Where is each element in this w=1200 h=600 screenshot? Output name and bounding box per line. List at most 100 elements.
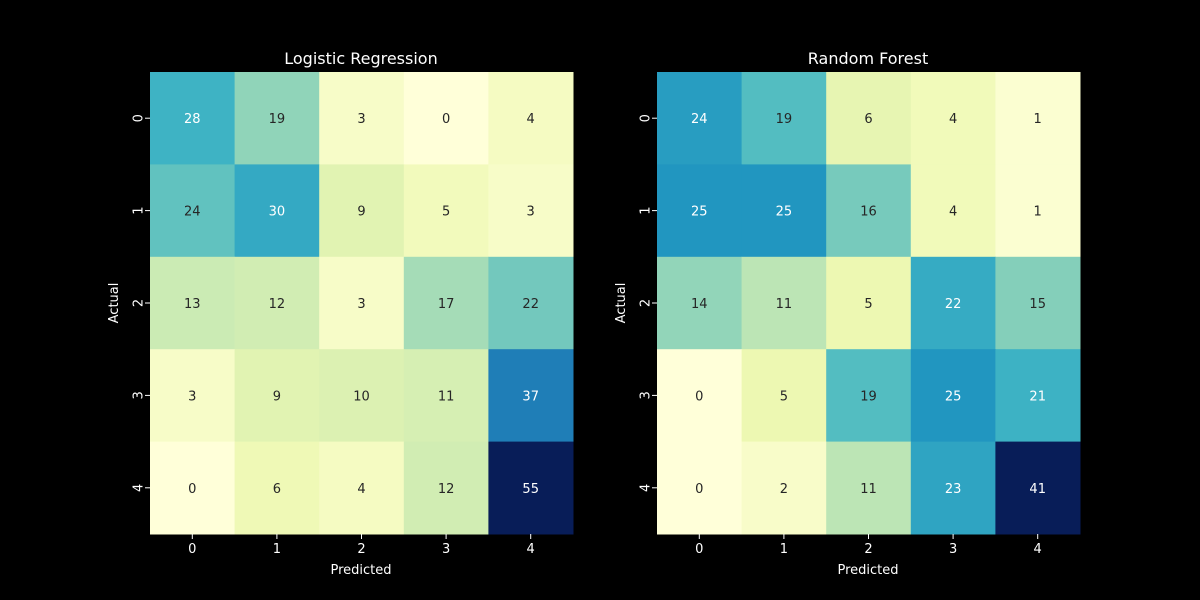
cell-value-label-r3-c0: 0 [695, 389, 703, 404]
heatmap-cell-r4-c1 [234, 441, 320, 535]
cell-value-label-r0-c2: 3 [357, 112, 365, 127]
cell-value-label-r4-c3: 12 [438, 482, 455, 497]
heatmap-cell-r2-c0 [657, 256, 743, 350]
x-tick-label: 1 [780, 542, 788, 557]
cell-value-label-r4-c4: 55 [522, 482, 539, 497]
heatmap-cell-r1-c3 [403, 164, 489, 258]
heatmap-cell-r0-c3 [403, 72, 489, 165]
heatmap-cell-r4-c3 [403, 441, 489, 535]
heatmap-cell-r4-c1 [741, 441, 827, 535]
heatmap-cell-r0-c3 [910, 72, 996, 165]
heatmap-cells: 24 19 6 4 125 25 16 4 114 11 5 22 150 5 19 25 210 2 11 23 41 [657, 72, 1081, 535]
heatmap-cell-r1-c2 [319, 164, 405, 258]
cell-value-label-r0-c3: 4 [949, 112, 957, 127]
random-forest-panel: Random Forest 24 19 6 4 125 25 16 4 114 11 5 22 150 5… [614, 49, 1081, 578]
x-tick-label: 2 [357, 542, 365, 557]
heatmap-cell-r3-c1 [741, 349, 827, 443]
x-axis-ticks: 0 1 2 3 4 [188, 534, 535, 557]
heatmap-cells: 28 19 3 0 424 30 9 5 313 12 3 17 223 9 10 11 370 6 4 12 55 [150, 72, 574, 535]
heatmap-cell-r3-c3 [910, 349, 996, 443]
heatmap-cell-r3-c3 [403, 349, 489, 443]
cell-value-label-r1-c2: 16 [860, 205, 877, 220]
heatmap-cell-r0-c0 [657, 72, 743, 165]
heatmap-cell-r4-c0 [657, 441, 743, 535]
cell-value-label-r2-c3: 22 [945, 297, 962, 312]
cell-value-label-r3-c1: 9 [273, 389, 281, 404]
y-axis-ticks: 0 1 2 3 4 [132, 114, 150, 492]
heatmap-cell-r0-c4 [995, 72, 1081, 165]
cell-value-label-r4-c0: 0 [188, 482, 196, 497]
cell-value-label-r3-c1: 5 [780, 389, 788, 404]
cell-value-label-r2-c0: 13 [184, 297, 201, 312]
cell-value-label-r2-c2: 3 [357, 297, 365, 312]
heatmap-cell-r3-c2 [826, 349, 912, 443]
heatmap-cell-r1-c0 [150, 164, 236, 258]
x-tick-label: 2 [864, 542, 872, 557]
heatmap-cell-r3-c0 [657, 349, 743, 443]
y-tick-label: 3 [132, 391, 147, 399]
cell-value-label-r2-c4: 15 [1029, 297, 1046, 312]
x-tick-label: 4 [1034, 542, 1042, 557]
cell-value-label-r1-c3: 5 [442, 205, 450, 220]
cell-value-label-r2-c0: 14 [691, 297, 708, 312]
chart-title: Logistic Regression [284, 49, 437, 68]
heatmap-cell-r1-c2 [826, 164, 912, 258]
y-axis-label: Actual [614, 283, 629, 324]
cell-value-label-r4-c1: 2 [780, 482, 788, 497]
cell-value-label-r0-c0: 24 [691, 112, 708, 127]
x-tick-label: 0 [695, 542, 703, 557]
heatmap-cell-r1-c4 [488, 164, 574, 258]
heatmap-cell-r2-c0 [150, 256, 236, 350]
heatmap-cell-r0-c2 [826, 72, 912, 165]
cell-value-label-r1-c2: 9 [357, 205, 365, 220]
cell-value-label-r2-c3: 17 [438, 297, 455, 312]
heatmap-cell-r0-c4 [488, 72, 574, 165]
y-axis-label: Actual [107, 283, 122, 324]
cell-value-label-r1-c4: 3 [527, 205, 535, 220]
cell-value-label-r4-c4: 41 [1029, 482, 1046, 497]
heatmap-cell-r0-c1 [741, 72, 827, 165]
x-tick-label: 1 [273, 542, 281, 557]
cell-value-label-r4-c2: 4 [357, 482, 365, 497]
cell-value-label-r3-c4: 37 [522, 389, 539, 404]
cell-value-label-r0-c4: 1 [1034, 112, 1042, 127]
heatmap-cell-r4-c4 [488, 441, 574, 535]
heatmap-cell-r4-c4 [995, 441, 1081, 535]
y-tick-label: 2 [132, 299, 147, 307]
cell-value-label-r0-c2: 6 [864, 112, 872, 127]
cell-value-label-r3-c2: 10 [353, 389, 370, 404]
y-tick-label: 1 [132, 206, 147, 214]
x-tick-label: 3 [442, 542, 450, 557]
cell-value-label-r2-c1: 12 [269, 297, 286, 312]
y-tick-label: 2 [639, 299, 654, 307]
cell-value-label-r0-c3: 0 [442, 112, 450, 127]
cell-value-label-r1-c1: 25 [776, 205, 793, 220]
cell-value-label-r4-c0: 0 [695, 482, 703, 497]
logistic-regression-panel: Logistic Regression 28 19 3 0 424 30 9 5 313 12 3 1… [107, 49, 574, 578]
x-tick-label: 3 [949, 542, 957, 557]
heatmap-cell-r2-c3 [910, 256, 996, 350]
heatmap-cell-r4-c2 [319, 441, 405, 535]
heatmap-cell-r1-c1 [234, 164, 320, 258]
cell-value-label-r2-c1: 11 [776, 297, 793, 312]
heatmap-cell-r2-c1 [741, 256, 827, 350]
heatmap-cell-r3-c0 [150, 349, 236, 443]
heatmap-cell-r0-c2 [319, 72, 405, 165]
heatmap-cell-r1-c3 [910, 164, 996, 258]
heatmap-cell-r3-c4 [995, 349, 1081, 443]
cell-value-label-r3-c4: 21 [1029, 389, 1046, 404]
heatmap-cell-r3-c1 [234, 349, 320, 443]
y-tick-label: 3 [639, 391, 654, 399]
heatmap-cell-r3-c4 [488, 349, 574, 443]
y-tick-label: 4 [132, 484, 147, 492]
heatmap-cell-r0-c0 [150, 72, 236, 165]
heatmap-cell-r0-c1 [234, 72, 320, 165]
cell-value-label-r3-c3: 11 [438, 389, 455, 404]
cell-value-label-r0-c4: 4 [527, 112, 535, 127]
heatmap-cell-r2-c3 [403, 256, 489, 350]
y-tick-label: 1 [639, 206, 654, 214]
heatmap-cell-r2-c2 [319, 256, 405, 350]
heatmap-cell-r4-c2 [826, 441, 912, 535]
heatmap-cell-r1-c1 [741, 164, 827, 258]
